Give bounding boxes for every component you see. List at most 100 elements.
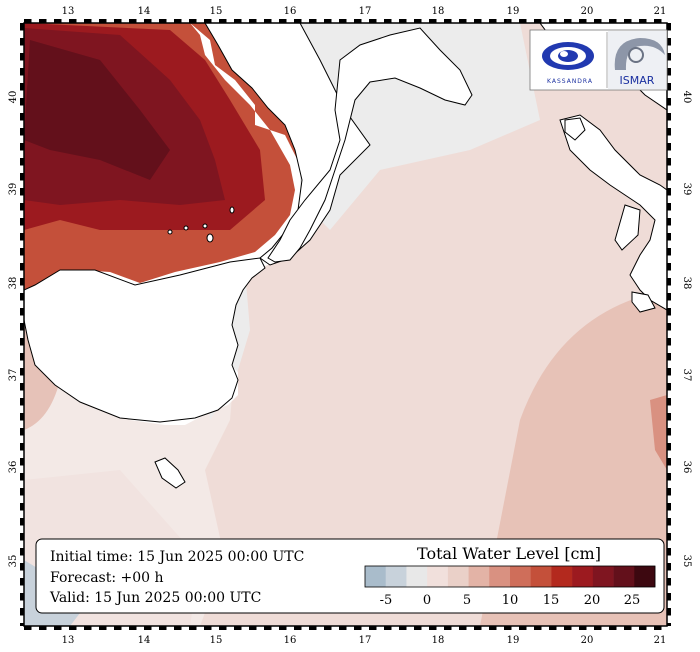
frame-tick (20, 38, 24, 46)
frame-tick (519, 626, 527, 630)
frame-tick (234, 19, 242, 23)
lon-label: 15 (210, 6, 223, 17)
legend-tick-label: 10 (502, 593, 519, 608)
frame-tick (579, 626, 587, 630)
frame-tick (667, 38, 671, 46)
frame-tick (474, 19, 482, 23)
frame-tick (667, 503, 671, 511)
initial-time-text: Initial time: 15 Jun 2025 00:00 UTC (50, 549, 304, 565)
frame-tick (654, 626, 662, 630)
frame-tick (444, 626, 452, 630)
frame-tick (667, 173, 671, 181)
lat-label: 37 (681, 369, 692, 382)
frame-tick (489, 626, 497, 630)
lon-label: 17 (359, 6, 372, 17)
frame-tick (667, 578, 671, 586)
frame-tick (354, 626, 362, 630)
lat-label: 39 (8, 183, 19, 196)
frame-tick (20, 608, 24, 616)
frame-tick (667, 83, 671, 91)
frame-tick (159, 626, 167, 630)
frame-tick (20, 23, 24, 31)
frame-tick (459, 626, 467, 630)
frame-tick (667, 608, 671, 616)
colorbar-tick-labels: -5 0 5 10 15 20 25 (380, 593, 641, 608)
frame-tick (504, 19, 512, 23)
frame-tick (667, 443, 671, 451)
frame-tick (369, 19, 377, 23)
frame-tick (594, 19, 602, 23)
frame-tick (24, 19, 32, 23)
lat-label: 35 (8, 555, 19, 568)
frame-tick (444, 19, 452, 23)
frame-tick (20, 593, 24, 601)
frame-tick (99, 626, 107, 630)
frame-tick (667, 563, 671, 571)
frame-tick (474, 626, 482, 630)
frame-tick (20, 128, 24, 136)
lat-label: 40 (681, 91, 692, 104)
colorbar-segment (613, 566, 635, 587)
frame-tick (667, 23, 671, 31)
frame-tick (20, 218, 24, 226)
frame-tick (609, 19, 617, 23)
frame-tick (309, 626, 317, 630)
lon-label: 13 (62, 6, 75, 17)
frame-tick (204, 19, 212, 23)
frame-tick (324, 19, 332, 23)
frame-tick (667, 278, 671, 286)
colorbar-segment (365, 566, 387, 587)
frame-tick (20, 518, 24, 526)
lon-label: 16 (284, 635, 297, 646)
frame-tick (20, 503, 24, 511)
legend-tick-label: 0 (423, 593, 431, 608)
frame-tick (20, 623, 24, 626)
frame-tick (667, 338, 671, 346)
lon-label: 20 (581, 6, 594, 17)
frame-tick (189, 19, 197, 23)
frame-tick (20, 83, 24, 91)
frame-tick (20, 578, 24, 586)
frame-tick (667, 323, 671, 331)
frame-tick (219, 19, 227, 23)
frame-tick (667, 113, 671, 121)
frame-tick (20, 68, 24, 76)
lat-label: 36 (8, 461, 19, 474)
frame-tick (429, 626, 437, 630)
frame-tick (519, 19, 527, 23)
frame-tick (249, 626, 257, 630)
lat-labels-right: 40 39 38 37 36 35 (681, 91, 692, 568)
frame-tick (624, 19, 632, 23)
lat-label: 37 (8, 369, 19, 382)
frame-tick (20, 413, 24, 421)
lon-label: 18 (432, 635, 445, 646)
colorbar-segment (489, 566, 511, 587)
frame-tick (84, 19, 92, 23)
frame-tick (20, 443, 24, 451)
colorbar-segment (385, 566, 407, 587)
frame-tick (20, 533, 24, 541)
frame-tick (99, 19, 107, 23)
frame-tick (279, 19, 287, 23)
frame-tick (204, 626, 212, 630)
logo-panel: KASSANDRA ISMAR (529, 29, 668, 91)
frame-tick (20, 293, 24, 301)
frame-tick (20, 188, 24, 196)
frame-tick (174, 626, 182, 630)
lat-label: 39 (681, 183, 692, 196)
frame-tick (667, 293, 671, 301)
frame-tick (324, 626, 332, 630)
frame-tick (249, 19, 257, 23)
frame-tick (564, 626, 572, 630)
frame-tick (20, 173, 24, 181)
frame-tick (667, 203, 671, 211)
frame-tick (667, 128, 671, 136)
frame-tick (339, 626, 347, 630)
frame-tick (144, 19, 152, 23)
frame-tick (20, 278, 24, 286)
lon-label: 19 (507, 635, 520, 646)
frame-tick (114, 19, 122, 23)
frame-tick (549, 19, 557, 23)
frame-tick (624, 626, 632, 630)
